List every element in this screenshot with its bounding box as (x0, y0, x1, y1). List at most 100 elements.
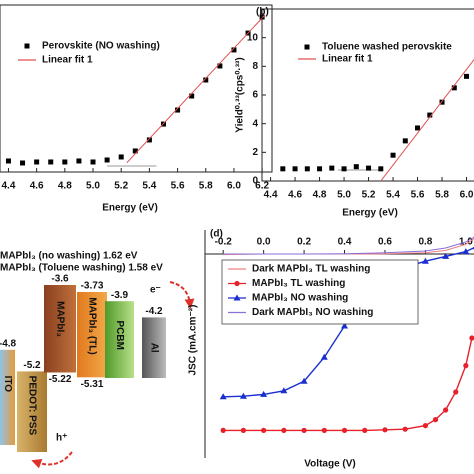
data-point (402, 426, 408, 432)
layer-label: ITO (2, 376, 13, 393)
data-point (341, 322, 349, 329)
series-line (380, 58, 474, 182)
top-level-label: -4.8 (0, 338, 17, 349)
data-point (220, 427, 226, 433)
data-point (442, 252, 450, 259)
x-tick-label: 5.8 (199, 181, 213, 192)
data-point (443, 407, 449, 413)
x-axis-label: Energy (eV) (102, 203, 158, 214)
layer-label: MAPbI₃ (54, 301, 65, 337)
legend-label: Linear fit 1 (322, 54, 373, 65)
plot-frame (261, 8, 474, 182)
data-point (217, 63, 223, 69)
data-point (24, 43, 30, 49)
energy-layer (0, 349, 15, 445)
x-tick-label: 4.8 (58, 181, 72, 192)
band-gap-note: MAPbI₃ (Toluene washing) 1.58 eV (0, 263, 163, 274)
data-point (292, 166, 298, 172)
y-tick-label: 0 (252, 176, 258, 187)
top-level-label: -5.2 (23, 360, 41, 371)
x-tick-label: 5.8 (435, 190, 449, 201)
data-point (317, 166, 323, 172)
x-tick-label: 6.2 (255, 181, 269, 192)
data-point (382, 427, 388, 433)
data-point (280, 166, 286, 172)
y-tick-label: 10 (247, 32, 259, 43)
data-point (341, 427, 348, 433)
plot-frame (0, 4, 273, 173)
x-tick-label: 0.8 (418, 237, 432, 248)
data-point (261, 427, 267, 433)
data-point (390, 152, 396, 158)
x-tick-label: 5.6 (171, 181, 185, 192)
y-tick-label: 4 (252, 118, 258, 129)
x-tick-label: 5.0 (86, 181, 100, 192)
data-point (90, 159, 96, 165)
data-point (366, 165, 372, 171)
data-point (34, 159, 40, 165)
hole-arrow (31, 451, 73, 469)
data-point (362, 427, 368, 433)
series-line (223, 236, 474, 255)
x-tick-label: 0.6 (378, 237, 392, 248)
data-point (421, 257, 429, 264)
data-point (76, 158, 82, 164)
data-point (304, 44, 310, 50)
top-level-label: -3.6 (51, 274, 69, 285)
data-point (321, 427, 327, 433)
electron-label: e⁻ (150, 285, 161, 296)
hole-label: h⁺ (56, 433, 67, 444)
top-level-label: -3.73 (81, 281, 104, 292)
data-point (62, 159, 68, 165)
bottom-level-label: -5.31 (81, 379, 104, 390)
energy-layer (105, 301, 134, 378)
data-point (280, 387, 288, 394)
data-point (432, 417, 439, 423)
legend-label: Linear fit 1 (42, 55, 93, 66)
data-point (341, 166, 347, 172)
energy-layer (17, 371, 47, 452)
data-point (300, 377, 308, 384)
data-point (48, 159, 54, 165)
top-level-label: -3.9 (111, 290, 129, 301)
data-point (353, 164, 359, 170)
x-tick-label: 4.4 (264, 190, 278, 201)
data-point (146, 137, 152, 143)
y-axis-label: Yield⁰·³³(cps⁰·³³) (235, 57, 246, 132)
x-tick-label: 0.0 (257, 237, 271, 248)
data-point (118, 154, 124, 160)
data-point (415, 125, 421, 131)
y-tick-label: 8 (252, 61, 258, 72)
x-tick-label: 0.4 (338, 237, 352, 248)
x-tick-label: -0.2 (215, 237, 233, 248)
x-axis-label: Voltage (V) (304, 459, 355, 470)
data-point (239, 392, 247, 399)
layer-label: Al (148, 343, 159, 353)
data-point (439, 99, 445, 105)
band-gap-note: MAPbI₃ (no washing) 1.62 eV (0, 251, 138, 262)
data-point (451, 85, 457, 91)
legend-label: Dark MAPbI₃ TL washing (252, 264, 370, 275)
data-point (175, 107, 181, 113)
energy-layer (44, 285, 76, 373)
data-point (464, 73, 470, 79)
electron-arrow (169, 281, 195, 309)
data-point (5, 158, 11, 164)
x-axis-label: Energy (eV) (342, 208, 398, 219)
x-tick-label: 4.8 (313, 190, 327, 201)
energy-layer (142, 317, 166, 378)
top-level-label: -4.2 (145, 306, 163, 317)
data-point (301, 427, 307, 433)
legend-label: Perovskite (NO washing) (42, 41, 160, 52)
legend-label: MAPbI₃ TL washing (252, 278, 345, 289)
layer-label: MAPbI₃ (TL) (86, 297, 97, 354)
legend-box (221, 259, 419, 325)
data-point (320, 353, 328, 360)
legend-label: MAPbI₃ NO washing (252, 293, 348, 304)
x-tick-label: 5.4 (386, 190, 400, 201)
data-point (463, 363, 469, 369)
layer-label: PCBM (114, 320, 125, 349)
data-point (260, 390, 268, 397)
data-point (203, 77, 209, 83)
